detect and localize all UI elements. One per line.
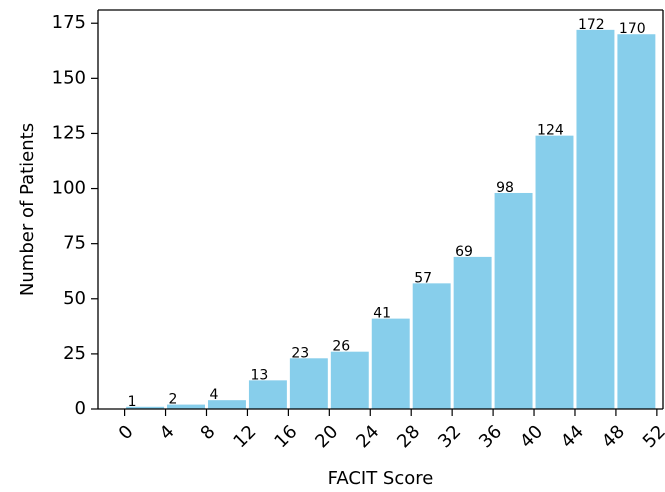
bar-value-label: 69 <box>455 244 473 260</box>
bar-value-label: 26 <box>332 339 350 355</box>
bar-value-label: 57 <box>414 270 432 286</box>
y-tick-label: 50 <box>63 288 86 309</box>
y-ticks-group: 0 25 50 75 100 125 150 175 <box>52 12 98 419</box>
bar-4 <box>289 358 328 409</box>
bar-0 <box>126 406 165 409</box>
bar-5 <box>330 351 369 409</box>
x-tick-label: 0 <box>115 421 138 444</box>
bar-3 <box>248 380 287 409</box>
bar-11 <box>576 29 615 409</box>
bar-value-label: 13 <box>250 367 268 383</box>
y-tick-label: 25 <box>63 343 86 364</box>
bar-value-label: 41 <box>373 306 391 322</box>
x-tick-label: 8 <box>197 421 220 444</box>
x-tick-label: 44 <box>557 421 588 452</box>
x-tick-label: 4 <box>156 421 179 444</box>
x-tick-label: 40 <box>516 421 547 452</box>
y-tick-label: 125 <box>52 122 86 143</box>
y-tick-label: 100 <box>52 178 86 199</box>
y-tick-label: 0 <box>75 398 86 419</box>
axes-group <box>97 9 664 410</box>
x-tick-label: 52 <box>639 421 665 452</box>
y-tick-label: 175 <box>52 12 86 33</box>
x-tick-label: 28 <box>393 421 424 452</box>
bar-2 <box>207 400 246 409</box>
bar-value-label: 172 <box>578 17 605 33</box>
bar-value-label: 23 <box>291 345 309 361</box>
x-tick-label: 24 <box>352 421 383 452</box>
x-axis-title: FACIT Score <box>328 468 434 489</box>
x-tick-label: 12 <box>229 421 260 452</box>
x-tick-label: 32 <box>434 421 465 452</box>
x-tick-label: 20 <box>311 421 342 452</box>
x-tick-label: 48 <box>598 421 629 452</box>
bars-group <box>126 29 656 410</box>
bar-value-label: 98 <box>496 180 514 196</box>
bar-6 <box>371 318 410 409</box>
bar-value-label: 4 <box>209 387 218 403</box>
bar-9 <box>494 192 533 409</box>
bar-value-label: 2 <box>169 392 178 408</box>
x-tick-label: 36 <box>475 421 506 452</box>
y-tick-label: 75 <box>63 233 86 254</box>
y-axis-title: Number of Patients <box>17 123 38 296</box>
bar-8 <box>453 256 492 409</box>
bar-12 <box>617 34 656 409</box>
bar-value-label: 1 <box>128 394 137 410</box>
y-tick-label: 150 <box>52 67 86 88</box>
bar-10 <box>535 135 574 410</box>
x-tick-label: 16 <box>270 421 301 452</box>
bar-1 <box>167 404 205 409</box>
bar-value-label: 124 <box>537 123 564 139</box>
bar-7 <box>412 283 451 409</box>
bar-value-label: 170 <box>619 21 646 37</box>
x-ticks-group: 0 4 8 12 16 20 24 28 32 36 40 44 48 52 <box>115 409 665 452</box>
